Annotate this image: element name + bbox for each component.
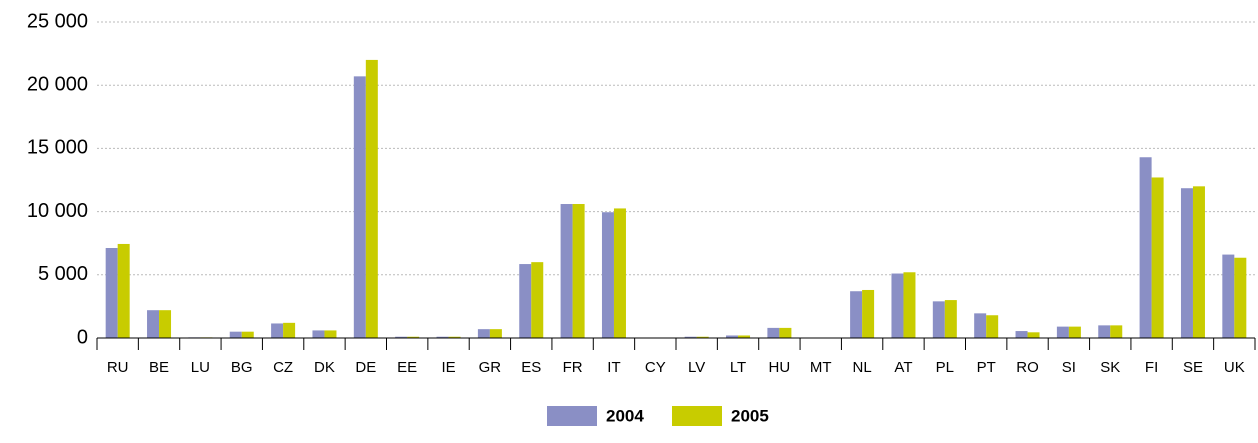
- bar: [1027, 332, 1040, 338]
- bar: [932, 301, 945, 338]
- bar: [147, 310, 160, 338]
- bar: [1068, 326, 1081, 338]
- bar: [519, 264, 532, 338]
- bar: [779, 327, 792, 338]
- bar: [560, 204, 573, 338]
- legend-label: 2005: [731, 406, 769, 425]
- bar: [407, 336, 420, 338]
- x-tick-label: EE: [397, 359, 417, 376]
- x-tick-label: SE: [1183, 359, 1203, 376]
- x-tick-label: RU: [107, 359, 129, 376]
- bar: [696, 336, 709, 338]
- bar: [1222, 254, 1235, 338]
- bar: [436, 336, 449, 338]
- bar: [353, 76, 366, 339]
- bar: [241, 331, 254, 338]
- bar: [448, 336, 461, 338]
- x-tick-label: SI: [1062, 359, 1076, 376]
- x-tick-label: DE: [355, 359, 376, 376]
- bar: [159, 310, 172, 338]
- bar: [477, 329, 490, 338]
- x-tick-label: PL: [936, 359, 954, 376]
- x-tick-label: LU: [191, 359, 210, 376]
- bar: [738, 335, 751, 338]
- y-tick-label: 15 000: [27, 137, 88, 159]
- x-tick-label: IE: [441, 359, 455, 376]
- bar: [1151, 177, 1164, 338]
- x-tick-label: LT: [730, 359, 746, 376]
- bar: [1139, 157, 1152, 338]
- legend-swatch: [672, 406, 722, 426]
- bar: [1180, 188, 1193, 338]
- bar: [684, 336, 697, 338]
- x-tick-label: UK: [1224, 359, 1245, 376]
- x-tick-label: AT: [894, 359, 912, 376]
- x-tick-label: CZ: [273, 359, 293, 376]
- x-tick-label: DK: [314, 359, 335, 376]
- y-tick-label: 10 000: [27, 200, 88, 222]
- x-tick-label: CY: [645, 359, 666, 376]
- bar: [489, 329, 502, 338]
- bar: [572, 204, 585, 338]
- bar: [613, 208, 626, 338]
- y-tick-label: 5 000: [38, 263, 88, 285]
- bar: [767, 327, 780, 338]
- bar: [1110, 325, 1123, 338]
- x-tick-label: RO: [1016, 359, 1039, 376]
- x-tick-label: BE: [149, 359, 169, 376]
- x-tick-label: LV: [688, 359, 705, 376]
- bar: [726, 335, 739, 338]
- bar: [324, 330, 337, 338]
- bar: [1192, 186, 1205, 338]
- bar: [1015, 331, 1028, 338]
- y-tick-label: 20 000: [27, 73, 88, 95]
- bar: [531, 262, 544, 338]
- x-tick-label: PT: [977, 359, 996, 376]
- y-tick-label: 25 000: [27, 10, 88, 32]
- bar: [365, 59, 378, 339]
- x-tick-label: NL: [853, 359, 872, 376]
- bar: [312, 330, 325, 338]
- bar: [117, 243, 130, 338]
- x-tick-label: BG: [231, 359, 253, 376]
- bar: [1056, 326, 1069, 338]
- bar: [850, 291, 863, 338]
- bar: [395, 336, 408, 338]
- x-tick-label: HU: [769, 359, 791, 376]
- bar: [986, 315, 999, 338]
- x-tick-label: FI: [1145, 359, 1158, 376]
- bar: [974, 313, 987, 338]
- bar: [891, 273, 904, 338]
- bar: [1234, 257, 1247, 338]
- legend-label: 2004: [606, 406, 644, 425]
- x-tick-label: SK: [1100, 359, 1120, 376]
- legend-swatch: [547, 406, 597, 426]
- x-tick-label: FR: [563, 359, 583, 376]
- bar: [862, 289, 875, 338]
- y-tick-label: 0: [77, 326, 88, 348]
- bar: [105, 248, 118, 338]
- bar: [271, 323, 284, 338]
- bar: [229, 331, 242, 338]
- bar: [283, 322, 296, 338]
- bar: [601, 212, 614, 338]
- x-tick-label: MT: [810, 359, 832, 376]
- x-tick-label: ES: [521, 359, 541, 376]
- bar: [944, 300, 957, 338]
- bar: [1098, 325, 1111, 338]
- bar: [903, 272, 916, 338]
- x-tick-label: GR: [479, 359, 502, 376]
- x-tick-label: IT: [607, 359, 620, 376]
